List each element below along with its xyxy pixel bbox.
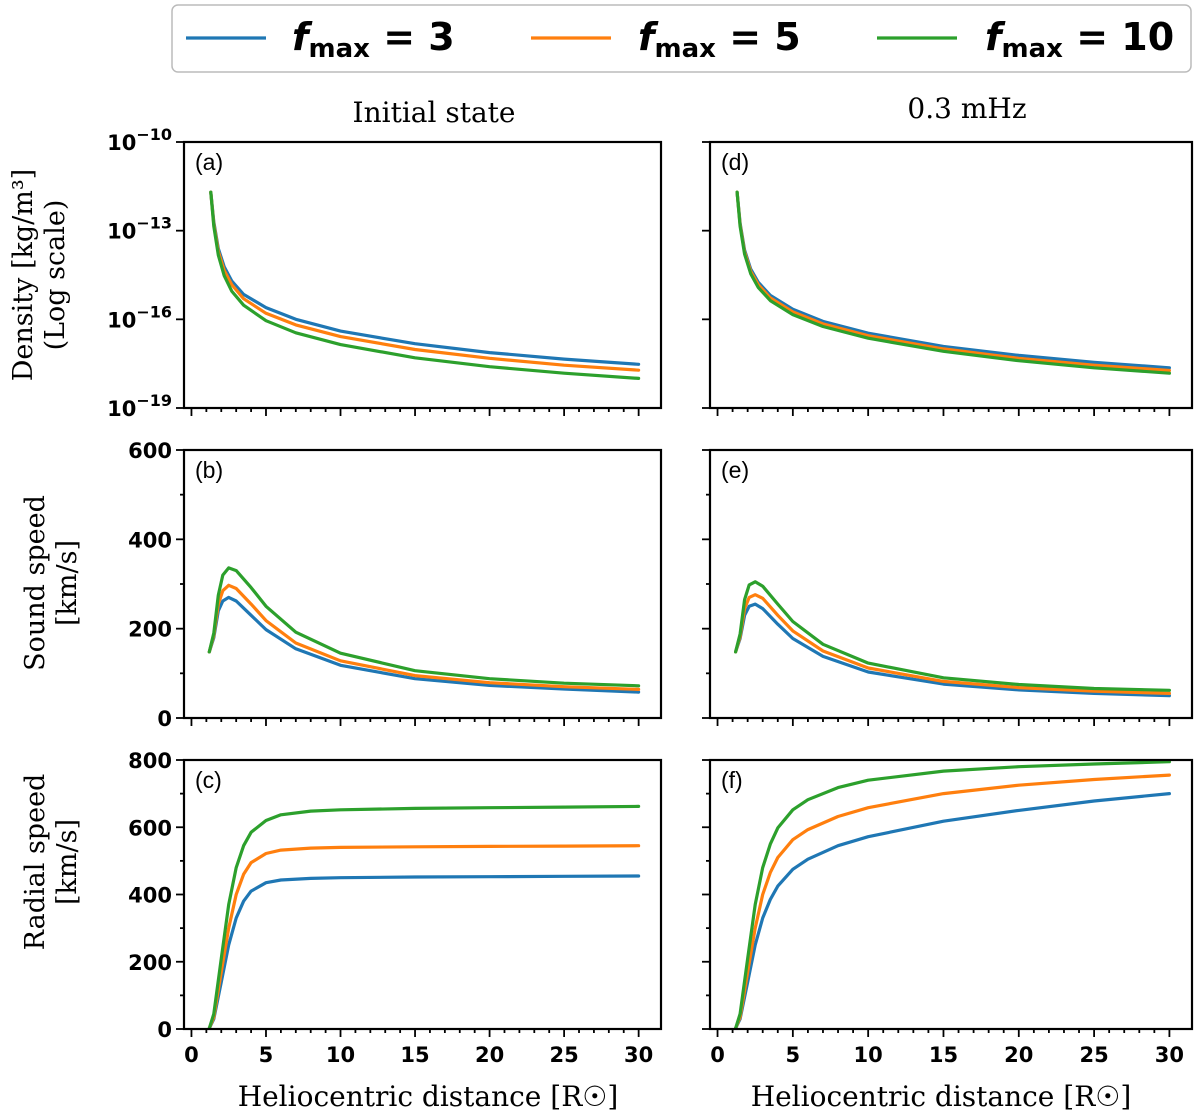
xlabel-right: Heliocentric distance [R☉] bbox=[751, 1080, 1132, 1113]
series-line-b-fmax5 bbox=[207, 583, 641, 691]
panel-a: 10−10 10−13 10−16 10−19 (a) bbox=[107, 125, 663, 421]
series-line-f-fmax5 bbox=[734, 773, 1171, 1029]
y-tick-label-a: 10−19 bbox=[107, 391, 172, 421]
ylabel-radial-speed-unit: [km/s] bbox=[52, 819, 83, 905]
x-tick-label-f: 20 bbox=[1004, 1043, 1033, 1067]
x-tick-label-c: 10 bbox=[326, 1043, 355, 1067]
ylabel-sound-speed-unit: [km/s] bbox=[52, 540, 83, 626]
panel-label-f: (f) bbox=[721, 767, 743, 793]
y-tick-label-a: 10−10 bbox=[107, 125, 172, 155]
series-line-d-fmax10 bbox=[735, 190, 1171, 375]
series-line-c-fmax3 bbox=[207, 874, 641, 1029]
x-tick-label-c: 20 bbox=[475, 1043, 504, 1067]
y-tick-label-c: 800 bbox=[128, 749, 172, 773]
ylabel-radial-speed: Radial speed bbox=[20, 774, 51, 951]
y-tick-label-c: 200 bbox=[128, 951, 172, 975]
y-tick-label-c: 600 bbox=[128, 816, 172, 840]
x-tick-label-c: 5 bbox=[259, 1043, 274, 1067]
column-title-initial: Initial state bbox=[353, 96, 516, 129]
x-tick-label-f: 30 bbox=[1155, 1043, 1184, 1067]
axes-frame-c bbox=[182, 758, 663, 1031]
panel-b: 0 200 400 600 (b) bbox=[128, 439, 663, 731]
ylabel-sound-speed: Sound speed bbox=[20, 495, 51, 671]
axes-frame-d bbox=[708, 140, 1194, 410]
column-title-0-3mhz: 0.3 mHz bbox=[907, 92, 1026, 125]
panel-label-a: (a) bbox=[195, 149, 223, 175]
panel-d: (d) bbox=[702, 140, 1194, 416]
series-line-d-fmax3 bbox=[735, 190, 1171, 370]
y-tick-label-b: 0 bbox=[157, 707, 172, 731]
panel-label-c: (c) bbox=[195, 767, 222, 793]
y-tick-label-a: 10−16 bbox=[107, 302, 172, 332]
panel-label-d: (d) bbox=[721, 149, 749, 175]
legend-label-fmax3: fmax = 3 bbox=[292, 15, 455, 64]
ylabel-density: Density [kg/m³] bbox=[8, 169, 39, 381]
x-tick-label-c: 30 bbox=[624, 1043, 653, 1067]
series-line-f-fmax3 bbox=[734, 792, 1171, 1029]
panel-c: 0 5 10 15 20 25 30 0 200 400 600 800 (c) bbox=[128, 749, 663, 1067]
x-tick-label-c: 25 bbox=[549, 1043, 578, 1067]
panel-label-b: (b) bbox=[195, 457, 223, 483]
axes-frame-a bbox=[182, 140, 663, 410]
x-tick-label-f: 0 bbox=[710, 1043, 725, 1067]
legend: fmax = 3 fmax = 5 fmax = 10 bbox=[171, 4, 1192, 73]
y-tick-label-b: 600 bbox=[128, 439, 172, 463]
axes-frame-f bbox=[708, 758, 1194, 1031]
panel-f: 0 5 10 15 20 25 30 (f) bbox=[702, 758, 1194, 1067]
legend-label-fmax5: fmax = 5 bbox=[638, 15, 801, 64]
series-line-d-fmax5 bbox=[735, 190, 1171, 373]
legend-label-fmax10: fmax = 10 bbox=[985, 15, 1174, 64]
y-tick-label-c: 0 bbox=[157, 1018, 172, 1042]
series-line-a-fmax3 bbox=[209, 190, 641, 366]
series-line-c-fmax10 bbox=[207, 804, 641, 1029]
series-line-f-fmax10 bbox=[734, 760, 1171, 1029]
x-tick-label-f: 25 bbox=[1079, 1043, 1108, 1067]
series-line-c-fmax5 bbox=[207, 844, 641, 1029]
y-tick-label-c: 400 bbox=[128, 884, 172, 908]
x-tick-label-f: 15 bbox=[929, 1043, 958, 1067]
panel-e: (e) bbox=[702, 448, 1194, 726]
panel-label-e: (e) bbox=[721, 457, 749, 483]
y-tick-label-b: 400 bbox=[128, 528, 172, 552]
y-tick-label-b: 200 bbox=[128, 618, 172, 642]
xlabel-left: Heliocentric distance [R☉] bbox=[238, 1080, 619, 1113]
ylabel-density-scale: (Log scale) bbox=[40, 200, 71, 351]
y-tick-label-a: 10−13 bbox=[107, 214, 172, 244]
legend-box bbox=[171, 4, 1192, 73]
series-line-e-fmax5 bbox=[734, 593, 1171, 695]
series-line-e-fmax10 bbox=[734, 580, 1171, 692]
x-tick-label-f: 10 bbox=[854, 1043, 883, 1067]
x-tick-label-c: 0 bbox=[184, 1043, 199, 1067]
x-tick-label-c: 15 bbox=[400, 1043, 429, 1067]
series-line-a-fmax10 bbox=[209, 190, 641, 380]
series-line-b-fmax10 bbox=[207, 566, 641, 688]
x-tick-label-f: 5 bbox=[786, 1043, 801, 1067]
